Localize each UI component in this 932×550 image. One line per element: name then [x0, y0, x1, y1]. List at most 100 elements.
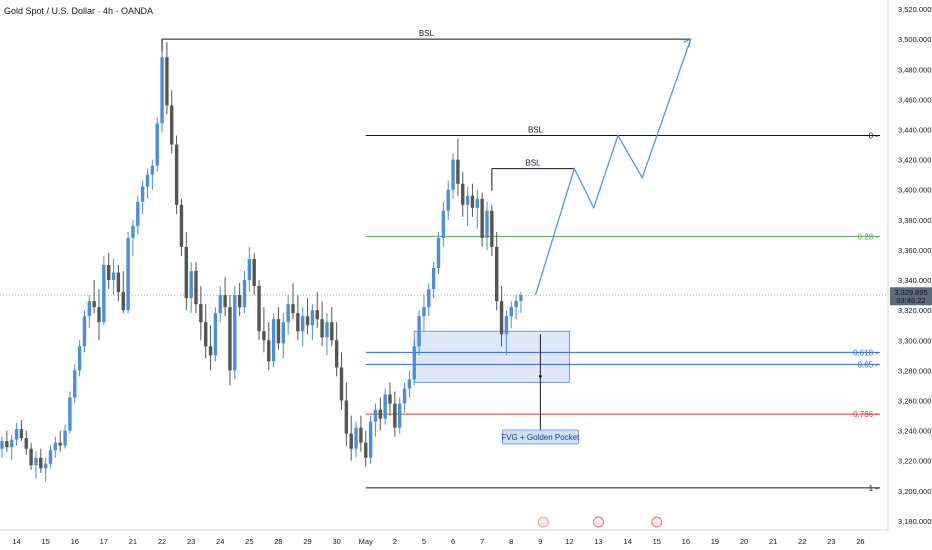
- candle-body: [131, 225, 135, 238]
- candle-body: [92, 301, 96, 308]
- candle-body: [48, 450, 53, 464]
- candle-body: [29, 448, 33, 466]
- candle-body: [73, 370, 77, 398]
- candle-body: [334, 340, 339, 368]
- lightning-icon: [537, 516, 549, 528]
- time-tick-label: 24: [216, 537, 224, 546]
- candle-body: [43, 463, 48, 469]
- candle-body: [121, 292, 125, 311]
- candle-body: [349, 433, 353, 449]
- time-tick-label: 23: [187, 537, 195, 546]
- candle-body: [5, 441, 9, 448]
- time-tick-label: 16: [71, 537, 79, 546]
- current-price-label: 3,329.895: [894, 288, 927, 297]
- candle-body: [276, 319, 281, 344]
- candle-body: [344, 400, 349, 434]
- time-tick-label: 21: [769, 537, 777, 546]
- candle-body: [262, 331, 266, 341]
- candle-body: [441, 210, 446, 238]
- candle-body: [160, 57, 164, 124]
- time-tick-label: 15: [653, 537, 661, 546]
- candle-body: [393, 403, 397, 428]
- candle-body: [194, 271, 198, 305]
- candle-body: [242, 280, 247, 308]
- chart-title: Gold Spot / U.S. Dollar · 4h · OANDA: [4, 6, 154, 16]
- fib-level-label: 0 -: [869, 132, 879, 141]
- price-tick-label: 3,400.000: [898, 186, 931, 195]
- time-tick-label: 20: [740, 537, 748, 546]
- candle-body: [170, 105, 174, 145]
- time-tick-label: 22: [798, 537, 806, 546]
- candle-body: [14, 429, 19, 440]
- candle-body: [359, 427, 363, 443]
- candle-body: [237, 295, 242, 308]
- candle-body: [465, 195, 470, 205]
- candle-body: [296, 313, 300, 332]
- candle-body: [189, 271, 193, 299]
- candle-body: [470, 195, 475, 208]
- candle-body: [368, 421, 373, 458]
- candle-body: [514, 301, 518, 308]
- us-flag-icon: [651, 516, 663, 528]
- candle-body: [24, 438, 28, 449]
- candle-body: [126, 237, 130, 311]
- candle-body: [136, 201, 140, 226]
- price-tick-label: 3,320.000: [898, 306, 931, 315]
- candle-body: [509, 307, 513, 317]
- fib-level-label: 0.786 -: [853, 410, 878, 419]
- price-tick-label: 3,420.000: [898, 156, 931, 165]
- time-tick-label: 2: [393, 537, 397, 546]
- candle-body: [34, 457, 38, 466]
- candle-body: [267, 340, 271, 362]
- time-tick-label: 25: [245, 537, 253, 546]
- price-tick-label: 3,260.000: [898, 397, 931, 406]
- price-tick-label: 3,220.000: [898, 457, 931, 466]
- fib-level-label: 1 -: [869, 484, 879, 493]
- time-tick-label: 29: [303, 537, 311, 546]
- fib-level-label: 0.65 -: [858, 360, 879, 369]
- candle-body: [111, 272, 116, 281]
- candle-body: [140, 186, 145, 202]
- time-tick-label: 12: [565, 537, 573, 546]
- candle-body: [58, 442, 62, 446]
- price-tick-label: 3,280.000: [898, 366, 931, 375]
- candle-body: [247, 258, 252, 281]
- candle-body: [208, 346, 213, 356]
- candle-body: [68, 397, 72, 431]
- time-tick-label: 28: [274, 537, 282, 546]
- candle-body: [213, 313, 218, 356]
- candle-body: [383, 394, 387, 419]
- candle-body: [257, 286, 261, 332]
- price-tick-label: 3,360.000: [898, 246, 931, 255]
- candle-body: [252, 258, 256, 287]
- candle-body: [417, 316, 421, 347]
- candle-body: [315, 310, 319, 320]
- candle-body: [145, 174, 150, 187]
- candle-body: [422, 307, 426, 317]
- countdown-label: 03:46:22: [896, 296, 925, 305]
- time-tick-label: 22: [158, 537, 166, 546]
- time-tick-label: 5: [422, 537, 426, 546]
- candle-body: [485, 210, 489, 238]
- candle-body: [301, 316, 305, 332]
- candle-body: [165, 57, 169, 106]
- candle-body: [286, 304, 290, 323]
- time-tick-label: 14: [623, 537, 631, 546]
- price-tick-label: 3,520.000: [898, 5, 931, 14]
- bsl-label: BSL: [419, 29, 435, 38]
- candle-body: [39, 457, 43, 469]
- candle-body: [233, 295, 237, 371]
- candle-body: [184, 246, 188, 299]
- candle-body: [310, 310, 315, 326]
- fvg-pointer-dot: [538, 375, 542, 378]
- time-tick-label: 9: [538, 537, 542, 546]
- candle-body: [475, 198, 479, 208]
- candle-body: [116, 272, 121, 293]
- bsl-label: BSL: [526, 159, 542, 168]
- price-tick-label: 3,300.000: [898, 336, 931, 345]
- fib-level-label: 0.28 -: [858, 232, 879, 241]
- candle-body: [373, 409, 378, 422]
- candle-body: [412, 346, 416, 380]
- candle-body: [87, 301, 91, 317]
